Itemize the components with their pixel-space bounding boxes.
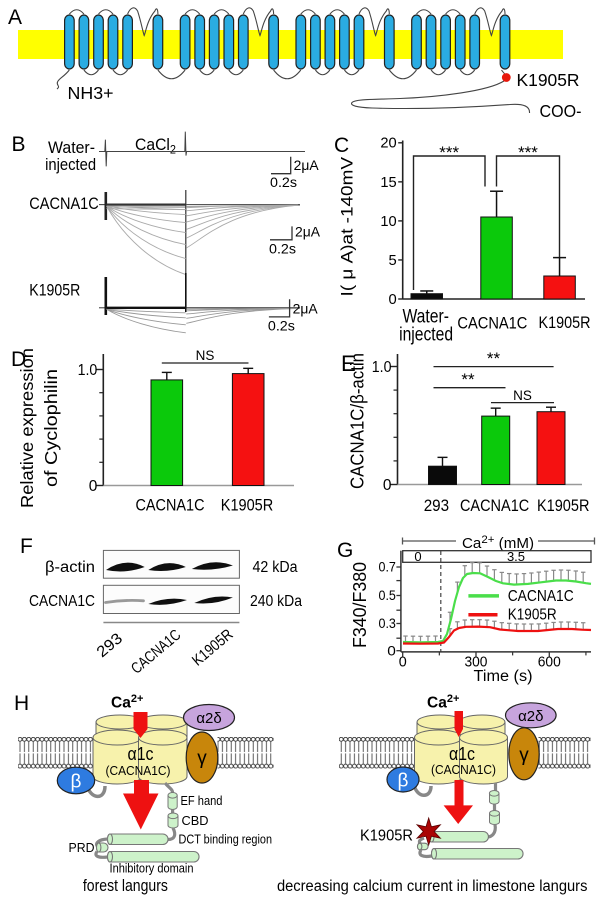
svg-text:0: 0 [389, 291, 397, 308]
svg-text:Time (s): Time (s) [474, 668, 533, 685]
svg-text:CACNA1C: CACNA1C [136, 497, 205, 515]
svg-text:***: *** [439, 143, 459, 162]
svg-text:20: 20 [380, 135, 396, 152]
svg-text:K1905R: K1905R [537, 497, 590, 515]
svg-text:3.5: 3.5 [507, 549, 525, 564]
svg-text:F340/F380: F340/F380 [350, 562, 370, 648]
svg-text:A: A [8, 6, 22, 29]
svg-text:K1905R: K1905R [539, 314, 591, 332]
svg-text:K1905R: K1905R [508, 607, 557, 624]
svg-text:2μA: 2μA [295, 224, 320, 239]
svg-text:CACNA1C: CACNA1C [29, 194, 98, 213]
svg-text:DCT binding region: DCT binding region [179, 833, 273, 847]
svg-text:NS: NS [196, 348, 215, 363]
svg-text:α2δ: α2δ [196, 710, 221, 727]
svg-text:α1c: α1c [128, 744, 154, 764]
svg-text:0: 0 [387, 642, 396, 658]
svg-text:0.5: 0.5 [379, 587, 397, 603]
svg-text:5: 5 [389, 252, 397, 269]
svg-text:(CACNA1C): (CACNA1C) [431, 763, 496, 777]
svg-text:NS: NS [513, 388, 532, 403]
svg-text:**: ** [461, 370, 475, 389]
svg-text:(CACNA1C): (CACNA1C) [106, 764, 171, 778]
svg-text:CACNA1C: CACNA1C [457, 315, 527, 333]
svg-text:K1905R: K1905R [221, 497, 274, 515]
svg-text:CACNA1C: CACNA1C [508, 588, 574, 605]
svg-text:1.0: 1.0 [372, 359, 392, 376]
svg-text:2μA: 2μA [293, 301, 318, 316]
svg-text:0.2s: 0.2s [268, 318, 295, 333]
svg-text:Relative expression: Relative expression [17, 348, 37, 508]
svg-text:0: 0 [414, 549, 421, 564]
svg-text:I( μ A)at -140mV: I( μ A)at -140mV [339, 157, 357, 297]
svg-text:EF hand: EF hand [181, 794, 223, 808]
svg-text:F: F [20, 535, 33, 558]
svg-text:0.3: 0.3 [379, 615, 397, 631]
svg-text:240 kDa: 240 kDa [250, 593, 302, 610]
svg-text:15: 15 [380, 174, 396, 191]
svg-text:β: β [71, 772, 82, 793]
svg-text:2μA: 2μA [294, 158, 319, 173]
svg-text:H: H [14, 692, 29, 715]
svg-text:COO-: COO- [540, 101, 582, 121]
svg-text:β: β [398, 771, 409, 792]
svg-text:PRD: PRD [69, 841, 95, 855]
svg-text:γ: γ [519, 745, 529, 766]
svg-text:0.2s: 0.2s [269, 241, 296, 256]
svg-text:K1905R: K1905R [360, 828, 413, 845]
svg-text:0: 0 [399, 655, 407, 671]
svg-text:**: ** [487, 349, 501, 368]
svg-text:α1c: α1c [449, 744, 475, 764]
svg-text:γ: γ [197, 748, 207, 769]
svg-text:G: G [337, 539, 353, 562]
svg-text:0.2s: 0.2s [270, 175, 297, 190]
svg-text:293: 293 [424, 497, 449, 515]
svg-text:Inhibitory domain: Inhibitory domain [110, 862, 194, 876]
svg-text:NH3+: NH3+ [68, 83, 114, 103]
svg-text:injected: injected [45, 155, 96, 174]
svg-text:0.7: 0.7 [379, 559, 397, 575]
svg-text:1.0: 1.0 [78, 362, 98, 379]
svg-text:decreasing calcium current in: decreasing calcium current in limestone … [277, 878, 588, 895]
svg-text:CaCl2: CaCl2 [135, 136, 176, 157]
svg-text:forest langurs: forest langurs [83, 877, 168, 895]
svg-text:CACNA1C: CACNA1C [460, 497, 529, 515]
svg-text:600: 600 [538, 655, 561, 671]
svg-text:42 kDa: 42 kDa [253, 559, 298, 576]
svg-text:10: 10 [380, 213, 396, 230]
svg-text:CACNA1C: CACNA1C [29, 593, 95, 610]
svg-text:C: C [334, 134, 349, 157]
svg-text:***: *** [518, 143, 538, 162]
svg-text:K1905R: K1905R [29, 281, 80, 300]
svg-text:α2δ: α2δ [518, 708, 543, 725]
svg-text:0: 0 [383, 477, 392, 494]
svg-text:B: B [12, 133, 26, 156]
svg-text:injected: injected [399, 325, 453, 346]
svg-text:K1905R: K1905R [517, 70, 580, 90]
svg-text:CBD: CBD [182, 814, 209, 828]
svg-text:of Cyclophilin: of Cyclophilin [41, 369, 61, 487]
svg-text:0: 0 [89, 478, 98, 495]
svg-text:CACNA1C/β-actin: CACNA1C/β-actin [348, 353, 368, 489]
svg-text:β-actin: β-actin [45, 559, 95, 576]
